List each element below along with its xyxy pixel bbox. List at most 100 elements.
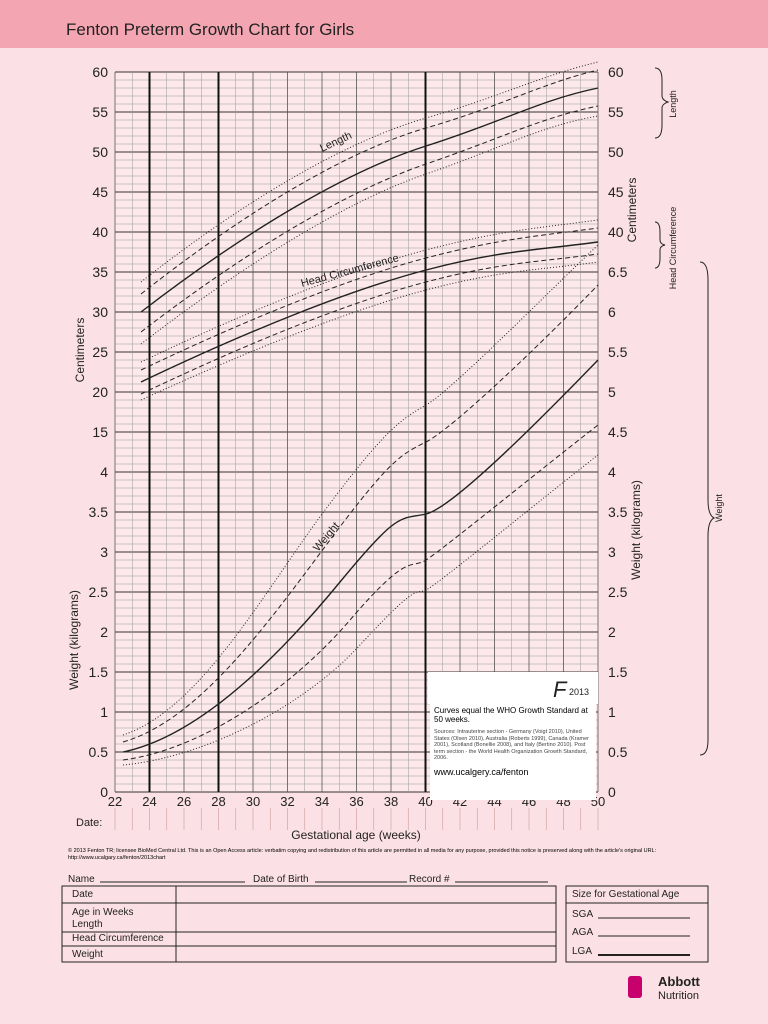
weight-90 — [122, 284, 599, 743]
y-tick-label: 0.5 — [608, 744, 628, 760]
sga-row: AGA — [572, 927, 593, 938]
y-tick-label: 1.5 — [608, 664, 628, 680]
y-tick-label: 4 — [100, 464, 108, 480]
y-tick-label: 45 — [92, 184, 108, 200]
y-tick-label: 1 — [100, 704, 108, 720]
logo-bg — [428, 672, 598, 704]
y-tick-label: 0 — [608, 784, 616, 800]
x-tick-label: 26 — [177, 794, 191, 809]
length-50 — [140, 87, 599, 313]
sga-row: SGA — [572, 909, 593, 920]
weight-97 — [122, 244, 599, 736]
axis-title: Centimeters — [625, 178, 639, 243]
info-url: www.ucalgery.ca/fenton — [434, 766, 529, 777]
y-tick-label: 2 — [100, 624, 108, 640]
form-line — [565, 885, 709, 963]
y-tick-label: 2.5 — [89, 584, 109, 600]
bracket-label: Length — [668, 90, 678, 118]
y-tick-label: 20 — [92, 384, 108, 400]
hc-50 — [140, 241, 599, 383]
y-tick-label: 4 — [608, 464, 616, 480]
y-tick-label: 6.5 — [608, 264, 628, 280]
x-tick-label: 22 — [108, 794, 122, 809]
y-tick-label: 1.5 — [89, 664, 109, 680]
y-tick-label: 2 — [608, 624, 616, 640]
y-tick-label: 25 — [92, 344, 108, 360]
form-label: Date of Birth — [253, 874, 309, 885]
row-label: Length — [72, 919, 103, 930]
y-tick-label: 0 — [100, 784, 108, 800]
brand: Abbott — [658, 974, 701, 989]
sga-row: LGA — [572, 946, 592, 957]
y-tick-label: 6 — [608, 304, 616, 320]
curves — [122, 61, 599, 766]
y-tick-label: 3 — [608, 544, 616, 560]
y-tick-label: 55 — [92, 104, 108, 120]
sga-title: Size for Gestational Age — [572, 889, 680, 900]
y-tick-label: 40 — [92, 224, 108, 240]
x-tick-label: 32 — [280, 794, 294, 809]
bracket — [654, 67, 670, 139]
bracket-label: Weight — [714, 494, 724, 522]
y-tick-label: 4.5 — [608, 424, 628, 440]
length-3 — [140, 115, 599, 345]
x-axis-title: Gestational age (weeks) — [291, 828, 420, 842]
y-tick-label: 35 — [92, 264, 108, 280]
info-sources: Sources: Intrauterine section - Germany … — [434, 729, 589, 761]
date-label: Date: — [76, 817, 102, 829]
form-line — [628, 976, 642, 998]
form-label: Name — [68, 874, 95, 885]
length-10 — [140, 105, 599, 333]
x-tick-label: 24 — [142, 794, 156, 809]
info-text: Curves equal the WHO Growth Standard at … — [434, 706, 588, 724]
axis-title: Centimeters — [73, 318, 87, 383]
bracket-label: Head Circumference — [668, 207, 678, 290]
hc-3 — [140, 261, 599, 401]
hc-10 — [140, 253, 599, 395]
logo-letter: F — [553, 677, 568, 702]
copyright: © 2013 Fenton TR; licensee BioMed Centra… — [68, 848, 657, 861]
y-tick-label: 50 — [608, 144, 624, 160]
y-tick-label: 3.5 — [89, 504, 109, 520]
x-tick-label: 38 — [384, 794, 398, 809]
y-tick-label: 40 — [608, 224, 624, 240]
y-tick-label: 50 — [92, 144, 108, 160]
y-tick-label: 3.5 — [608, 504, 628, 520]
x-tick-label: 36 — [349, 794, 363, 809]
brand-sub: Nutrition — [658, 990, 699, 1002]
hc-90 — [140, 227, 599, 371]
form-line — [61, 885, 557, 963]
y-tick-label: 30 — [92, 304, 108, 320]
form-label: Record # — [409, 874, 450, 885]
length-90 — [140, 69, 599, 295]
y-tick-label: 0.5 — [89, 744, 109, 760]
x-tick-label: 28 — [211, 794, 225, 809]
y-tick-label: 55 — [608, 104, 624, 120]
y-tick-label: 5.5 — [608, 344, 628, 360]
y-tick-label: 1 — [608, 704, 616, 720]
x-tick-label: 30 — [246, 794, 260, 809]
header — [0, 0, 768, 48]
x-tick-label: 34 — [315, 794, 329, 809]
row-label: Head Circumference — [72, 933, 164, 944]
axis-title: Weight (kilograms) — [629, 480, 643, 580]
row-label: Age in Weeks — [72, 907, 134, 918]
axis-title: Weight (kilograms) — [67, 590, 81, 690]
weight-50 — [122, 359, 599, 753]
weight-3 — [122, 454, 599, 766]
form — [61, 881, 709, 998]
y-tick-label: 15 — [92, 424, 108, 440]
y-tick-label: 2.5 — [608, 584, 628, 600]
title: Fenton Preterm Growth Chart for Girls — [66, 20, 355, 39]
info-box: Curves equal the WHO Growth Standard at … — [430, 704, 596, 800]
y-tick-label: 60 — [608, 64, 624, 80]
y-tick-label: 3 — [100, 544, 108, 560]
bracket — [654, 221, 666, 269]
row-label: Weight — [72, 949, 103, 960]
bracket — [699, 261, 716, 756]
x-tick-label: 40 — [418, 794, 432, 809]
y-tick-label: 45 — [608, 184, 624, 200]
y-tick-label: 60 — [92, 64, 108, 80]
